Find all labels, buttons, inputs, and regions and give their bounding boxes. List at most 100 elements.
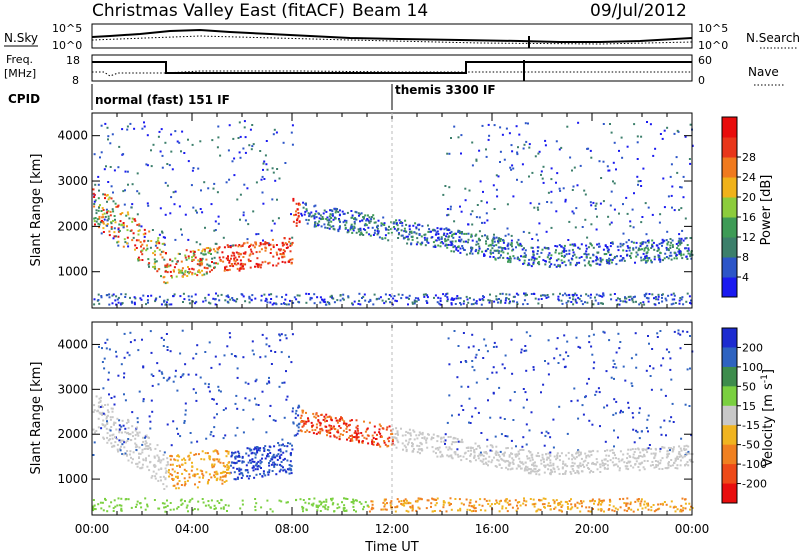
- velocity-cell: [650, 506, 653, 509]
- velocity-cell: [668, 461, 670, 464]
- velocity-cell: [282, 451, 285, 454]
- velocity-cell: [396, 430, 399, 433]
- power-cell: [558, 252, 561, 255]
- beam-label: Beam 14: [352, 1, 428, 21]
- power-cell: [507, 247, 510, 250]
- velocity-cell: [402, 448, 404, 451]
- velocity-cell: [612, 413, 615, 416]
- velocity-cell: [261, 333, 264, 336]
- power-cell: [406, 235, 409, 238]
- power-cell: [478, 149, 481, 152]
- velocity-cell: [512, 419, 515, 421]
- velocity-cell: [637, 500, 640, 503]
- power-cell: [558, 187, 561, 190]
- power-cell: [126, 242, 129, 245]
- velocity-cell: [220, 499, 223, 502]
- velocity-cell: [549, 454, 552, 457]
- velocity-cell: [627, 401, 630, 404]
- velocity-cell: [210, 431, 213, 433]
- power-cell: [590, 223, 593, 226]
- velocity-cell: [224, 471, 227, 473]
- velocity-cell: [216, 477, 219, 480]
- velocity-cell: [667, 462, 670, 465]
- power-cell: [152, 265, 155, 268]
- velocity-cell: [278, 385, 281, 388]
- power-cell: [492, 238, 495, 241]
- velocity-cell: [176, 427, 178, 430]
- velocity-cell: [300, 420, 303, 423]
- power-cell: [373, 232, 376, 235]
- velocity-cell: [126, 450, 129, 452]
- power-cell: [255, 262, 258, 265]
- velocity-cell: [566, 432, 569, 435]
- velocity-cell: [379, 425, 382, 428]
- power-cell: [540, 170, 543, 173]
- velocity-cell: [183, 484, 186, 487]
- velocity-cell: [547, 373, 550, 376]
- power-cell: [235, 251, 238, 254]
- velocity-cell: [592, 367, 595, 370]
- power-cell: [664, 252, 667, 255]
- power-cell: [235, 300, 238, 303]
- power-cell: [262, 202, 265, 205]
- velocity-cell: [595, 463, 597, 466]
- velocity-cell: [471, 446, 474, 449]
- velocity-cell: [157, 456, 160, 459]
- velocity-cell: [617, 436, 619, 439]
- velocity-cell: [606, 449, 609, 452]
- power-cell: [538, 202, 541, 205]
- velocity-cell: [191, 497, 194, 500]
- velocity-cell: [113, 445, 116, 448]
- power-cell: [495, 236, 498, 239]
- velocity-cell: [120, 497, 123, 500]
- velocity-cell: [252, 469, 255, 472]
- velocity-cell: [459, 507, 462, 510]
- velocity-cell: [413, 438, 416, 441]
- velocity-cell: [92, 428, 95, 431]
- velocity-cell: [626, 509, 629, 512]
- velocity-cell: [179, 435, 182, 438]
- velocity-cell: [261, 390, 264, 393]
- power-cell: [486, 219, 489, 222]
- power-cell: [632, 247, 635, 250]
- velocity-cell: [578, 464, 581, 467]
- velocity-cell: [213, 504, 216, 507]
- velocity-cell: [102, 436, 105, 439]
- power-cell: [247, 223, 250, 226]
- velocity-cell: [174, 459, 177, 462]
- velocity-cell: [477, 457, 480, 460]
- power-cell: [682, 303, 685, 306]
- power-cell: [632, 241, 635, 244]
- velocity-cell: [503, 367, 506, 370]
- velocity-cell: [259, 356, 262, 359]
- velocity-cell: [584, 452, 587, 455]
- power-cell: [150, 165, 153, 168]
- power-cell: [592, 303, 595, 306]
- power-cell: [502, 239, 504, 242]
- velocity-cell: [123, 372, 126, 375]
- velocity-cell: [652, 367, 655, 370]
- power-cell: [325, 218, 328, 220]
- velocity-cell: [593, 463, 595, 465]
- velocity-cell: [196, 473, 199, 475]
- power-cell: [98, 206, 100, 209]
- power-cell: [146, 247, 149, 250]
- power-cell: [362, 295, 365, 298]
- velocity-cell: [281, 381, 284, 384]
- power-cell: [272, 171, 275, 174]
- power-cell: [242, 295, 245, 298]
- power-cell: [501, 292, 504, 295]
- power-cell: [526, 264, 529, 267]
- power-cell: [354, 218, 357, 221]
- power-cell: [184, 254, 187, 257]
- velocity-cell: [213, 463, 216, 466]
- velocity-cell: [602, 499, 605, 502]
- power-cell: [483, 254, 485, 257]
- power-cell: [289, 299, 291, 302]
- velocity-cell: [681, 456, 684, 459]
- power-cell: [345, 221, 348, 224]
- velocity-cell: [679, 333, 682, 336]
- velocity-cell: [372, 437, 375, 439]
- velocity-cell: [501, 363, 504, 366]
- power-cell: [207, 187, 210, 190]
